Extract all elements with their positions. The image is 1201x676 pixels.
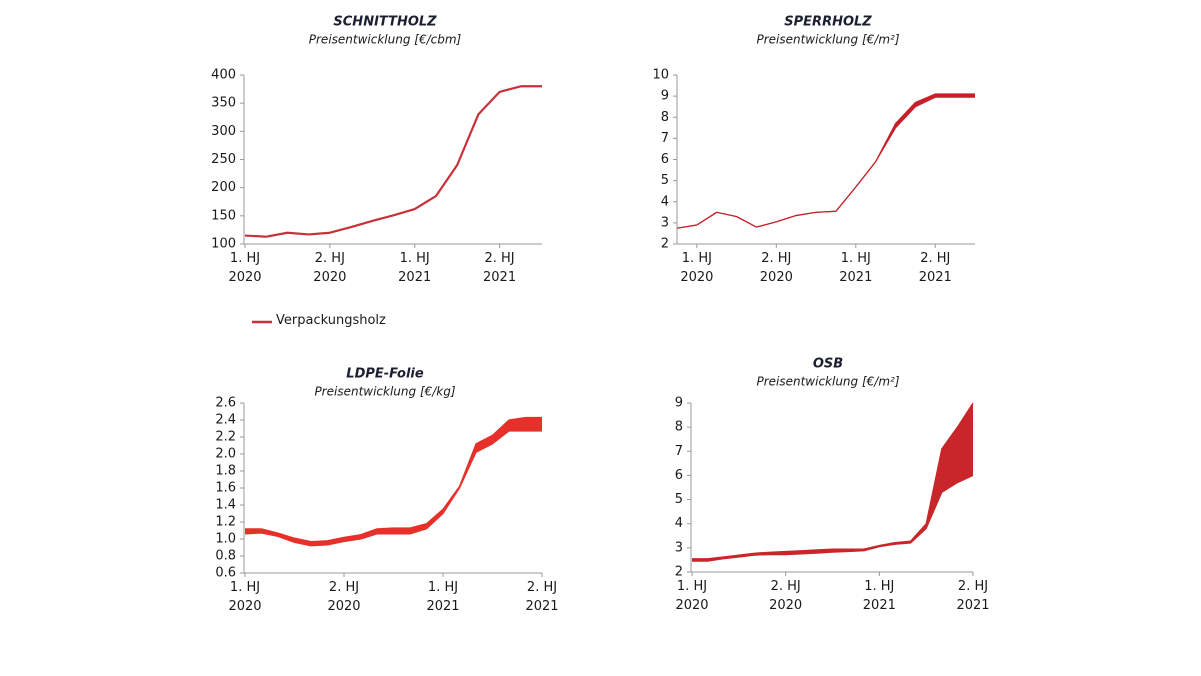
legend-label: Verpackungsholz — [276, 313, 386, 328]
band-area — [677, 94, 975, 229]
chart-title: SCHNITTHOLZ — [333, 15, 437, 30]
y-tick-label: 1.0 — [215, 532, 236, 547]
chart-subtitle: Preisentwicklung [€/m²] — [756, 375, 899, 389]
band-high — [676, 93, 975, 229]
y-tick-label: 6 — [675, 468, 683, 483]
chart-subtitle: Preisentwicklung [€/m²] — [756, 33, 899, 47]
y-tick-label: 350 — [211, 96, 236, 111]
y-tick-label: 2 — [675, 565, 683, 580]
x-tick-label: 2. HJ 2020 — [769, 579, 803, 613]
band-area — [245, 417, 542, 546]
y-tick-label: 7 — [661, 131, 669, 146]
x-tick-label: 2. HJ 2020 — [313, 251, 347, 285]
x-tick-label: 2. HJ 2021 — [483, 251, 517, 285]
x-tick-label: 2. HJ 2021 — [918, 251, 952, 285]
y-tick-label: 0.8 — [215, 549, 236, 564]
band-high — [692, 402, 974, 560]
y-tick-label: 4 — [675, 516, 683, 531]
y-tick-label: 6 — [661, 152, 669, 167]
y-tick-label: 2.6 — [215, 396, 236, 411]
y-tick-label: 200 — [211, 180, 236, 195]
y-tick-label: 4 — [661, 194, 669, 209]
y-tick-label: 5 — [661, 173, 669, 188]
chart-title: LDPE-Folie — [346, 367, 424, 382]
y-tick-label: 300 — [211, 124, 236, 139]
band-low — [676, 96, 975, 229]
x-tick-label: 1. HJ 2020 — [680, 251, 714, 285]
y-tick-label: 9 — [661, 89, 669, 104]
y-tick-label: 2.2 — [215, 430, 236, 445]
chart-subtitle: Preisentwicklung [€/cbm] — [309, 33, 462, 47]
x-tick-label: 1. HJ 2020 — [675, 579, 709, 613]
y-tick-label: 1.8 — [215, 464, 236, 479]
band-area — [692, 403, 973, 562]
y-tick-label: 9 — [675, 396, 683, 411]
chart-subtitle: Preisentwicklung [€/kg] — [314, 385, 455, 399]
band-low — [692, 474, 974, 562]
chart-title: SPERRHOLZ — [784, 15, 872, 30]
y-tick-label: 1.6 — [215, 481, 236, 496]
y-tick-label: 1.2 — [215, 515, 236, 530]
x-tick-label: 2. HJ 2021 — [525, 580, 559, 614]
y-tick-label: 5 — [675, 492, 683, 507]
x-tick-label: 2. HJ 2020 — [327, 580, 361, 614]
y-tick-label: 0.6 — [215, 566, 236, 581]
x-tick-label: 1. HJ 2020 — [228, 251, 262, 285]
y-tick-label: 1.4 — [215, 498, 236, 513]
x-tick-label: 2. HJ 2021 — [956, 579, 990, 613]
x-tick-label: 1. HJ 2021 — [839, 251, 873, 285]
y-tick-label: 2.0 — [215, 447, 236, 462]
y-tick-label: 8 — [675, 420, 683, 435]
band-low — [244, 430, 542, 547]
line — [244, 85, 542, 238]
band-high — [245, 416, 542, 543]
x-tick-label: 2. HJ 2020 — [759, 251, 793, 285]
x-tick-label: 1. HJ 2020 — [228, 580, 262, 614]
y-tick-label: 2 — [661, 237, 669, 252]
y-tick-label: 100 — [211, 237, 236, 252]
y-tick-label: 3 — [675, 540, 683, 555]
y-tick-label: 7 — [675, 444, 683, 459]
y-tick-label: 400 — [211, 68, 236, 83]
y-tick-label: 8 — [661, 110, 669, 125]
x-tick-label: 1. HJ 2021 — [426, 580, 460, 614]
y-tick-label: 2.4 — [215, 413, 236, 428]
chart-title: OSB — [813, 357, 843, 372]
x-tick-label: 1. HJ 2021 — [862, 579, 896, 613]
y-tick-label: 250 — [211, 152, 236, 167]
x-tick-label: 1. HJ 2021 — [398, 251, 432, 285]
y-tick-label: 150 — [211, 208, 236, 223]
y-tick-label: 3 — [661, 215, 669, 230]
y-tick-label: 10 — [652, 68, 669, 83]
